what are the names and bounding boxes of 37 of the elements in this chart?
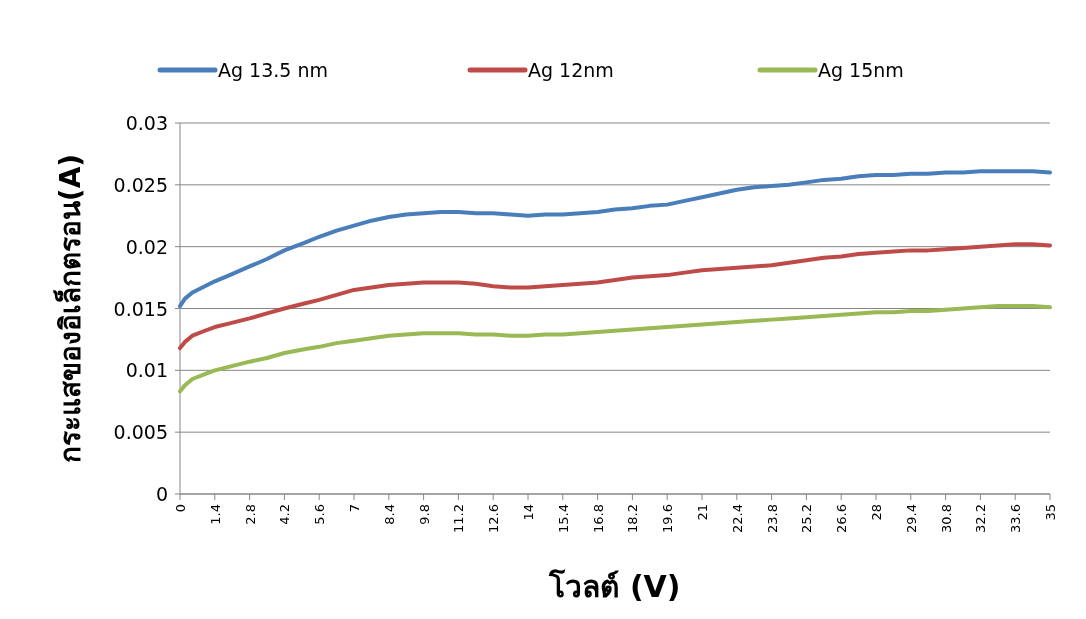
x-tick-label: 2.8 xyxy=(242,504,258,525)
x-tick-label: 4.2 xyxy=(277,504,293,525)
x-tick-label: 8.4 xyxy=(381,504,397,525)
x-tick-label: 32.2 xyxy=(973,504,989,533)
x-tick-label: 11.2 xyxy=(451,504,467,533)
y-tick-label: 0.03 xyxy=(125,112,168,134)
x-tick-label: 5.6 xyxy=(312,504,328,525)
x-tick-label: 30.8 xyxy=(938,504,954,533)
y-tick-label: 0.02 xyxy=(125,235,168,258)
x-tick-label: 29.4 xyxy=(903,504,919,533)
legend-label: Ag 15nm xyxy=(818,59,904,81)
x-tick-label: 15.4 xyxy=(555,504,571,533)
x-tick-label: 25.2 xyxy=(799,504,815,533)
x-tick-label: 16.8 xyxy=(590,504,606,533)
x-tick-label: 7 xyxy=(347,504,362,513)
y-tick-label: 0.015 xyxy=(113,297,168,320)
y-tick-label: 0.025 xyxy=(113,173,168,196)
x-tick-label: 14 xyxy=(521,504,536,521)
y-axis-title: กระแสของอิเล็กตรอน(A) xyxy=(53,153,87,464)
x-tick-label: 23.8 xyxy=(764,504,780,533)
y-tick-label: 0.005 xyxy=(113,421,168,444)
x-tick-label: 26.6 xyxy=(834,504,850,533)
x-tick-label: 22.4 xyxy=(729,504,745,533)
x-tick-label: 33.6 xyxy=(1008,504,1024,533)
y-tick-label: 0.01 xyxy=(125,359,168,382)
x-tick-label: 35 xyxy=(1043,504,1058,521)
legend-label: Ag 13.5 nm xyxy=(218,59,328,81)
x-axis-title: โวลต์ (V) xyxy=(548,568,681,604)
x-tick-label: 1.4 xyxy=(207,504,223,525)
legend-label: Ag 12nm xyxy=(528,59,614,81)
x-tick-label: 28 xyxy=(869,504,884,521)
x-tick-label: 18.2 xyxy=(625,504,641,533)
x-tick-label: 12.6 xyxy=(486,504,502,533)
x-tick-label: 9.8 xyxy=(416,504,432,525)
x-tick-label: 21 xyxy=(695,504,710,521)
x-tick-label: 0 xyxy=(173,504,188,513)
x-tick-label: 19.6 xyxy=(660,504,676,533)
